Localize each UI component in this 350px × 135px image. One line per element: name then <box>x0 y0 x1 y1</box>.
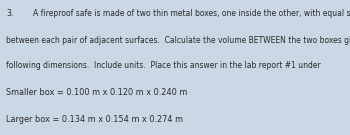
Text: Larger box = 0.134 m x 0.154 m x 0.274 m: Larger box = 0.134 m x 0.154 m x 0.274 m <box>6 115 183 124</box>
Text: 3.: 3. <box>6 9 14 18</box>
Text: A fireproof safe is made of two thin metal boxes, one inside the other, with equ: A fireproof safe is made of two thin met… <box>33 9 350 18</box>
Text: following dimensions.  Include units.  Place this answer in the lab report #1 un: following dimensions. Include units. Pla… <box>6 61 321 70</box>
Text: Smaller box = 0.100 m x 0.120 m x 0.240 m: Smaller box = 0.100 m x 0.120 m x 0.240 … <box>6 88 188 97</box>
Text: between each pair of adjacent surfaces.  Calculate the volume BETWEEN the two bo: between each pair of adjacent surfaces. … <box>6 36 350 45</box>
